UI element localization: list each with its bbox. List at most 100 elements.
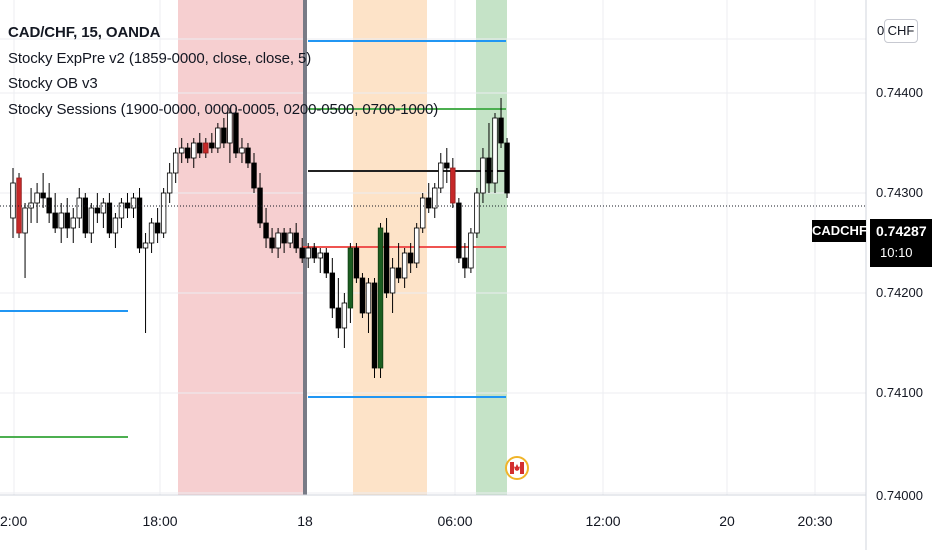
candle-body xyxy=(82,197,88,234)
candle-body xyxy=(22,207,28,234)
candle-body xyxy=(185,147,191,159)
candle-body xyxy=(419,197,426,229)
candle-body xyxy=(365,282,372,314)
time-tick-label: 18:00 xyxy=(142,513,178,529)
candle-body xyxy=(76,197,82,219)
candle-body xyxy=(148,222,155,244)
candle-body xyxy=(456,202,462,259)
candle-body xyxy=(305,247,311,259)
candle-body xyxy=(317,252,323,259)
candle-body xyxy=(275,232,281,249)
candle-body xyxy=(191,142,197,159)
legend-indicator-expre[interactable]: Stocky ExpPre v2 (1859-0000, close, clos… xyxy=(8,49,312,67)
flag-stripe xyxy=(510,462,514,474)
candle-body xyxy=(426,197,432,209)
price-label-partial: 0 xyxy=(877,23,885,38)
price-tick-label: 0.74100 xyxy=(876,385,923,400)
candle-body xyxy=(492,117,498,184)
time-tick-label: 12:00 xyxy=(585,513,621,529)
candle-body xyxy=(389,267,396,294)
candle-body xyxy=(64,212,70,229)
candle-body xyxy=(221,127,227,144)
candle-body xyxy=(251,162,257,189)
candle-body xyxy=(154,222,161,234)
candle-body xyxy=(160,192,167,234)
candle-body xyxy=(166,172,173,194)
currency-button[interactable]: CHF xyxy=(884,19,918,43)
price-tick-label: 0.74400 xyxy=(876,85,923,100)
candle-body xyxy=(263,222,269,239)
candle-body xyxy=(335,307,342,329)
last-price-tag: 0.74287 10:10 xyxy=(870,219,932,267)
candle-body xyxy=(281,232,287,244)
time-tick-label: 06:00 xyxy=(437,513,473,529)
candle-body xyxy=(112,217,119,234)
candle-body xyxy=(347,247,354,309)
candle-body xyxy=(480,157,486,194)
candle-body xyxy=(450,167,456,204)
candle-body xyxy=(462,257,468,269)
candle-body xyxy=(178,147,185,154)
candle-body xyxy=(70,217,76,229)
candle-body xyxy=(197,142,203,154)
candle-body xyxy=(172,152,179,174)
candle-body xyxy=(10,182,16,219)
candle-body xyxy=(474,192,480,234)
candle-body xyxy=(88,207,95,234)
candle-body xyxy=(40,192,46,199)
candle-body xyxy=(341,302,348,329)
candle-body xyxy=(329,272,336,309)
candle-body xyxy=(359,277,366,314)
candle-body xyxy=(413,227,420,264)
candle-body xyxy=(34,192,40,204)
candle-body xyxy=(209,142,215,149)
price-tick-label: 0.74200 xyxy=(876,285,923,300)
time-tick-label: 20 xyxy=(719,513,735,529)
candle-body xyxy=(299,247,305,259)
time-tick-label: 20:30 xyxy=(797,513,833,529)
candle-body xyxy=(28,202,34,209)
candle-body xyxy=(444,162,450,169)
candle-body xyxy=(46,197,52,214)
candle-body xyxy=(245,147,251,164)
candle-body xyxy=(468,232,474,269)
candle-body xyxy=(136,197,143,249)
candle-body xyxy=(269,237,275,249)
candle-body xyxy=(383,232,390,294)
candle-body xyxy=(203,142,209,154)
candle-body xyxy=(58,212,64,229)
candle-body xyxy=(371,282,378,369)
candle-body xyxy=(106,202,113,234)
symbol-tag: CADCHF xyxy=(812,220,867,242)
price-tick-label: 0.74000 xyxy=(876,488,923,503)
candle-body xyxy=(215,127,221,149)
time-tick-label: 18 xyxy=(297,513,313,529)
candle-body xyxy=(257,187,263,224)
candle-body xyxy=(293,232,299,249)
legend-symbol-line[interactable]: CAD/CHF, 15, OANDA xyxy=(8,24,161,41)
bar-countdown: 10:10 xyxy=(880,245,913,260)
chart-legend: CAD/CHF, 15, OANDA Stocky ExpPre v2 (185… xyxy=(8,20,438,122)
legend-indicator-ob[interactable]: Stocky OB v3 xyxy=(8,75,98,92)
price-tick-label: 0.74300 xyxy=(876,185,923,200)
candle-body xyxy=(407,252,414,264)
candle-body xyxy=(227,112,233,144)
candle-body xyxy=(323,252,329,274)
candle-body xyxy=(100,202,107,214)
maple-leaf-icon xyxy=(514,464,520,471)
candle-body xyxy=(130,197,137,209)
candle-body xyxy=(52,212,58,229)
candle-body xyxy=(94,207,101,214)
last-price-value: 0.74287 xyxy=(876,223,927,239)
legend-indicator-sessions[interactable]: Stocky Sessions (1900-0000, 0000-0005, 0… xyxy=(8,100,439,118)
candle-body xyxy=(287,232,293,244)
candle-body xyxy=(118,202,125,219)
flag-stripe xyxy=(520,462,524,474)
candle-body xyxy=(438,162,444,189)
candle-body xyxy=(16,177,22,234)
candle-body xyxy=(353,247,360,279)
candle-body xyxy=(233,112,239,154)
